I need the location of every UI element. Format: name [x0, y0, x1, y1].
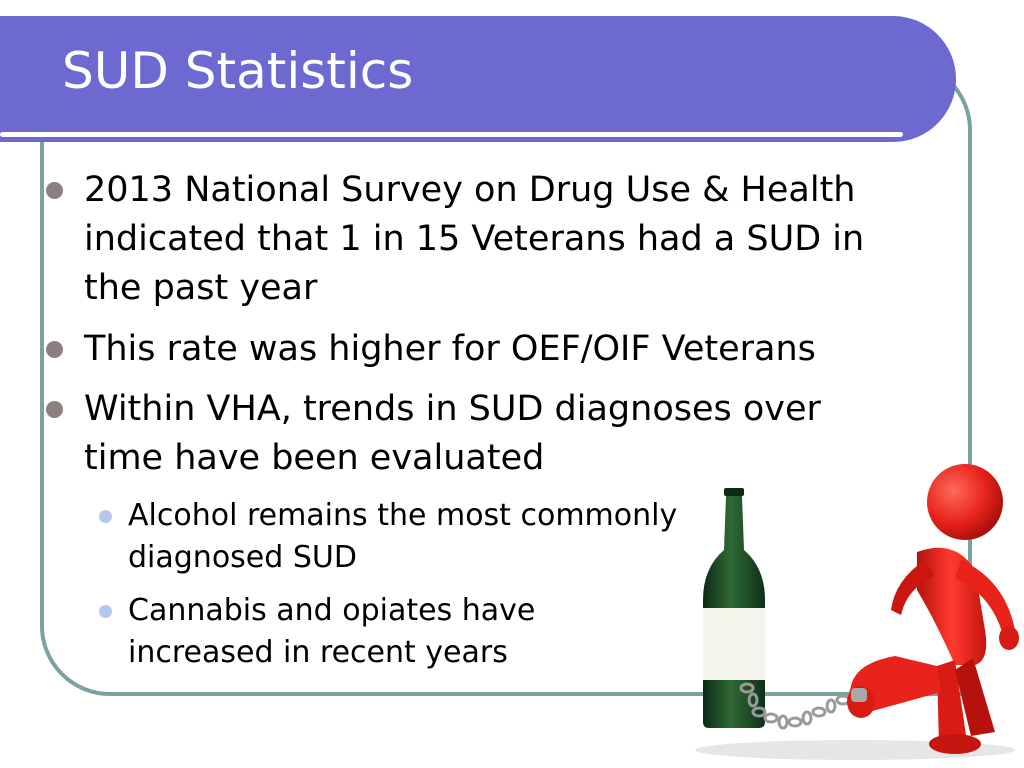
bullet-marker — [46, 182, 63, 199]
slide-title: SUD Statistics — [62, 42, 414, 100]
bullet-text-line: This rate was higher for OEF/OIF Veteran… — [84, 329, 816, 369]
sub-bullet-text-line: Cannabis and opiates have — [128, 593, 536, 628]
bullet-marker — [46, 341, 63, 358]
slide-frame — [40, 60, 972, 696]
ankle-shackle — [851, 688, 867, 702]
sub-bullet-text-line: Alcohol remains the most commonly — [128, 498, 678, 533]
bullet-item: Within VHA, trends in SUD diagnoses over… — [84, 385, 914, 483]
bullet-item: This rate was higher for OEF/OIF Veteran… — [84, 325, 914, 374]
bullet-marker — [46, 401, 63, 418]
title-banner — [0, 16, 956, 142]
bullet-text-line: Within VHA, trends in SUD diagnoses over — [84, 389, 821, 429]
sub-bullet-text-line: diagnosed SUD — [128, 540, 357, 575]
sub-bullet-text-line: increased in recent years — [128, 635, 508, 670]
bullet-text-line: the past year — [84, 268, 318, 308]
red-figure — [847, 464, 1019, 754]
sub-bullet-marker — [99, 605, 112, 618]
bullet-text-line: 2013 National Survey on Drug Use & Healt… — [84, 170, 856, 210]
figure-head — [927, 464, 1003, 540]
sub-bullet-item: Alcohol remains the most commonly diagno… — [128, 495, 728, 579]
sub-bullet-marker — [99, 510, 112, 523]
banner-divider — [0, 132, 903, 137]
chained-figure-illustration — [695, 464, 1019, 760]
bullet-item: 2013 National Survey on Drug Use & Healt… — [84, 166, 914, 313]
bullet-text-line: indicated that 1 in 15 Veterans had a SU… — [84, 219, 865, 259]
wine-bottle — [703, 488, 765, 728]
sub-bullet-item: Cannabis and opiates have increased in r… — [128, 590, 728, 674]
bullet-text-line: time have been evaluated — [84, 438, 545, 478]
bottle-label — [703, 608, 765, 680]
